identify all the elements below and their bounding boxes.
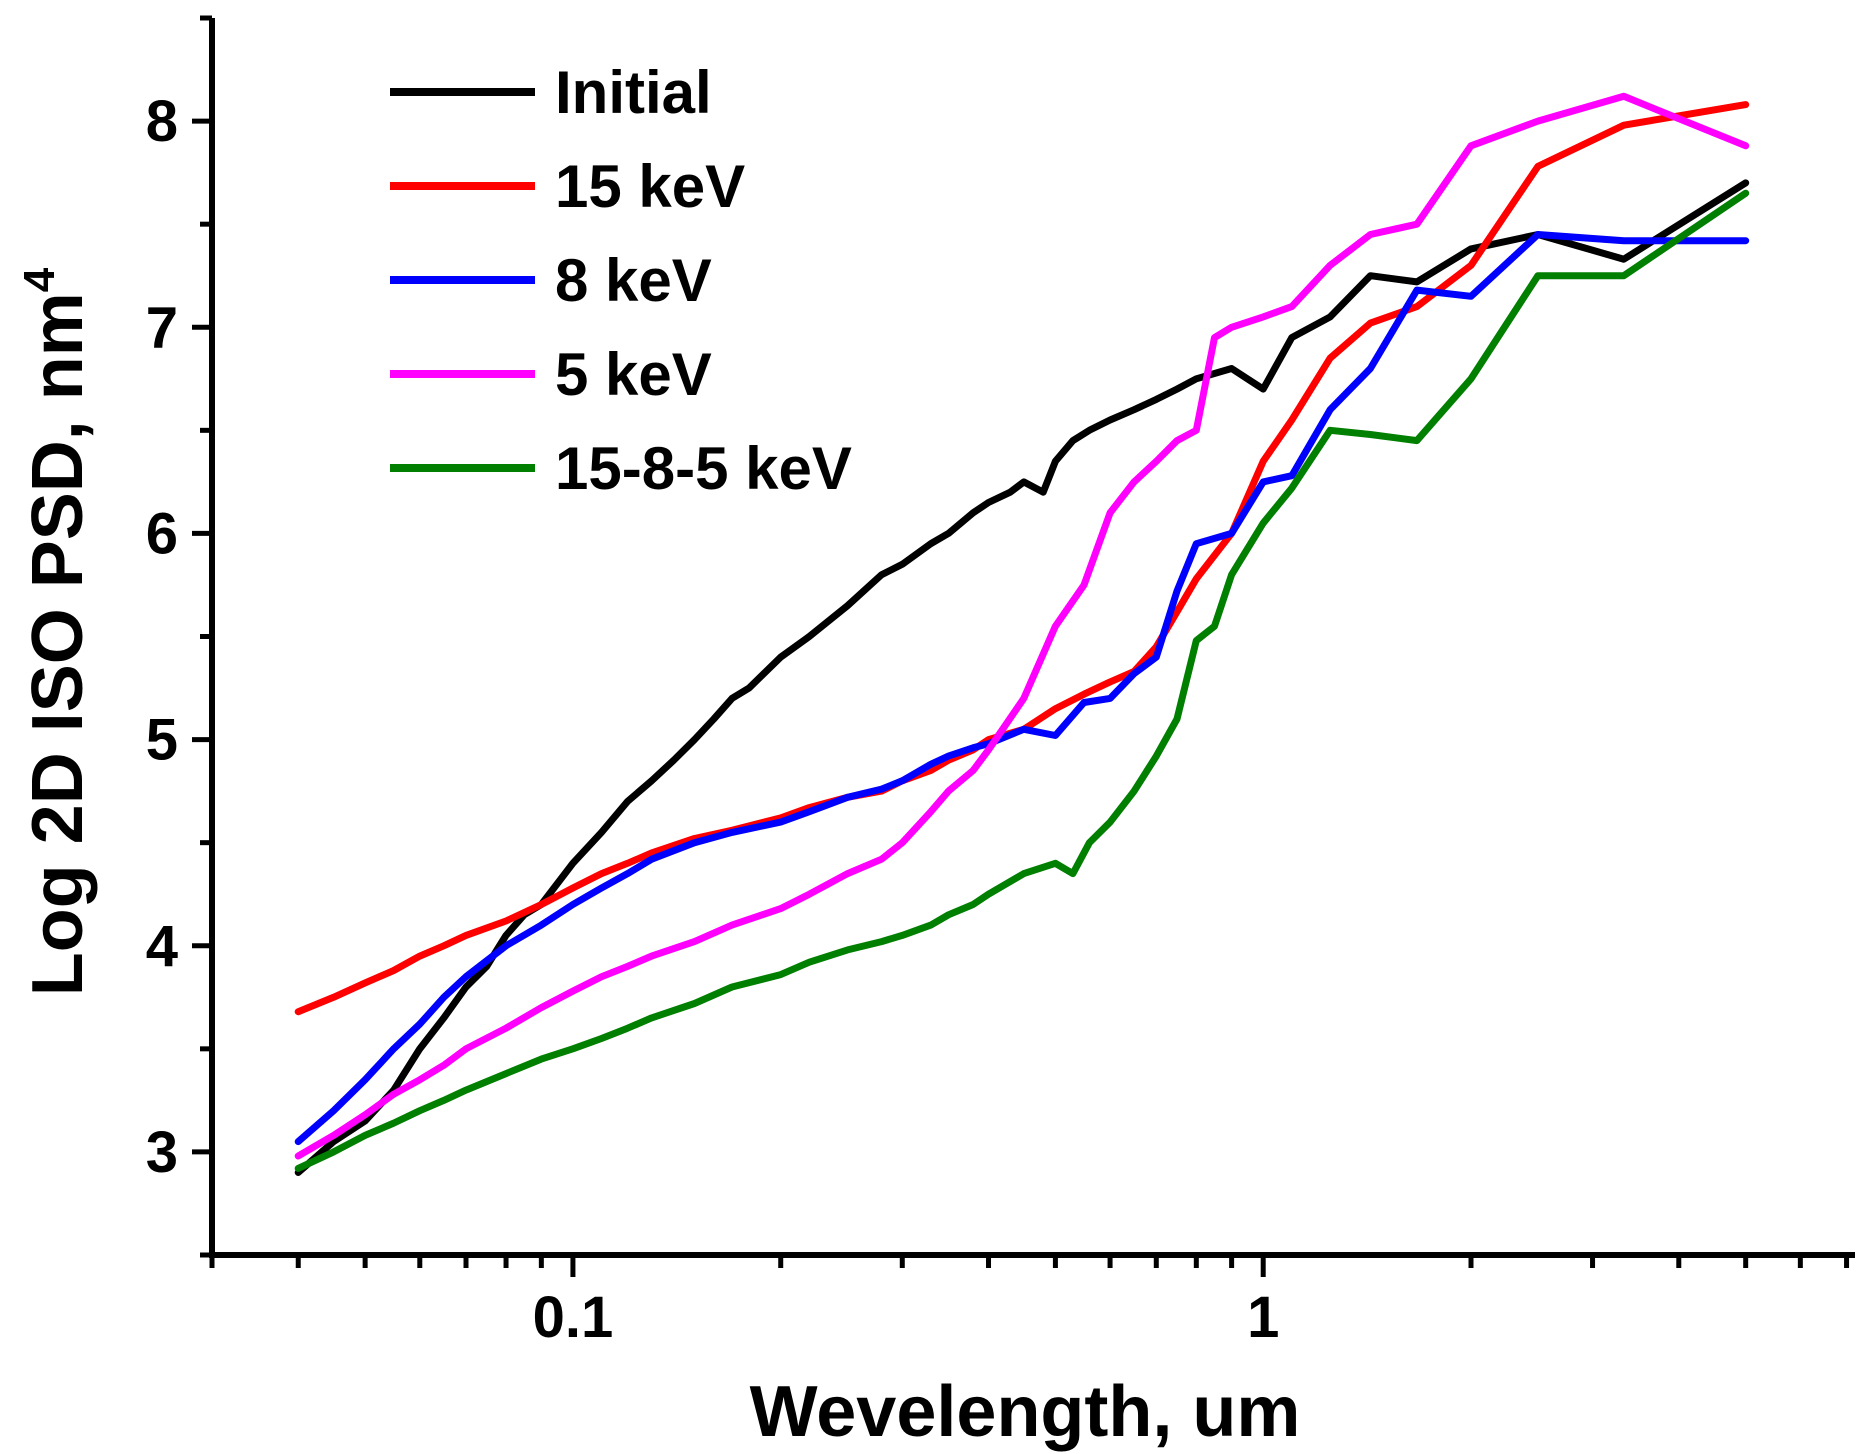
y-tick-label: 5 [146,708,178,773]
axes-layer: 3 4 5 6 7 8 0.1 1 [146,15,1855,1350]
x-axis-title: Wevelength, um [750,1372,1301,1452]
series-line-15-8-5-kev [294,189,1750,1172]
y-tick-label: 8 [146,89,178,154]
series-layer [294,92,1750,1176]
legend-label-5-kev: 5 keV [555,341,712,408]
y-tick-label: 3 [146,1120,178,1185]
legend: Initial 15 keV 8 keV 5 keV 15-8-5 keV [390,59,852,502]
y-tick-label: 7 [146,295,178,360]
legend-label-15-kev: 15 keV [555,153,745,220]
series-line-5-kev [294,92,1750,1160]
x-tick-label: 0.1 [533,1285,614,1350]
legend-label-15-8-5-kev: 15-8-5 keV [555,435,852,502]
y-axis-title: Log 2D ISO PSD, nm4 [15,267,98,996]
y-axis-title-superscript: 4 [15,267,64,292]
y-tick-label: 6 [146,501,178,566]
y-axis-title-main: Log 2D ISO PSD, nm [18,292,98,996]
y-tick-label: 4 [146,914,178,979]
series-line-8-kev [294,231,1750,1146]
legend-label-8-kev: 8 keV [555,247,712,314]
series-line-initial [294,179,1750,1176]
legend-label-initial: Initial [555,59,712,126]
x-tick-label: 1 [1247,1285,1279,1350]
series-line-15-kev [294,101,1750,1016]
